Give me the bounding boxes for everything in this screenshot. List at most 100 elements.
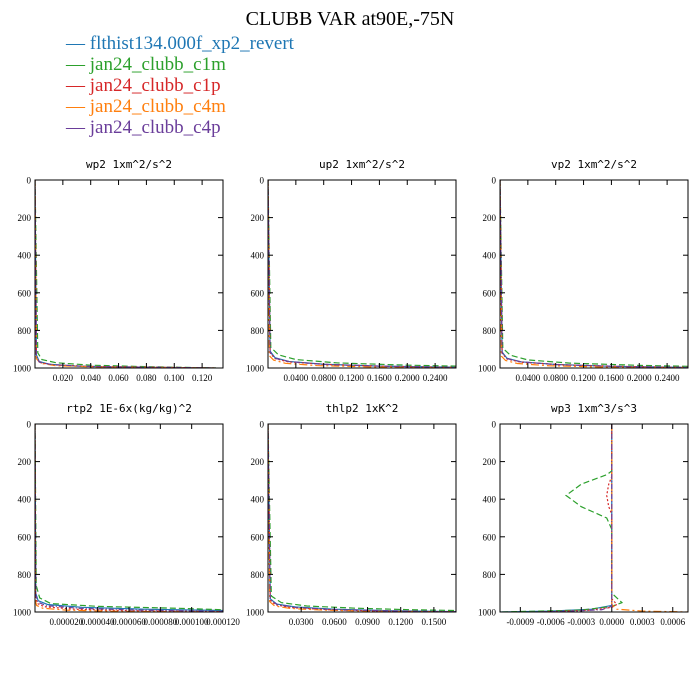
series-line [268,180,456,368]
y-tick-label: 400 [483,251,497,261]
y-tick-label: 1000 [13,608,32,618]
y-tick-label: 0 [492,420,497,430]
y-tick-label: 600 [483,532,497,542]
plot-frame [34,179,224,369]
panel: rtp2 1E-6x(kg/kg)^2 0 200 400 600 800 1000 0.00… [13,402,240,627]
x-tick-label: 0.1200 [339,373,364,383]
x-tick-label: 0.0900 [355,617,380,627]
y-tick-label: 1000 [246,364,265,374]
x-tick-label: 0.0800 [311,373,336,383]
series-line [268,424,456,612]
series-line [500,180,688,368]
x-tick-label: 0.0300 [289,617,314,627]
x-tick-label: 0.080 [136,373,157,383]
y-tick-label: 0 [260,420,265,430]
y-tick-label: 1000 [246,608,265,618]
series-group [268,180,456,368]
series-line [500,424,613,612]
panel: vp2 1xm^2/s^2 0 200 400 600 800 1000 0.0400 0.08… [478,158,689,383]
panel-title: wp2 1xm^2/s^2 [86,158,172,171]
x-tick-label: 0.0400 [283,373,308,383]
series-line [530,424,613,612]
series-line [500,180,688,368]
y-tick-label: 600 [18,532,32,542]
y-tick-label: 200 [251,213,265,223]
y-tick-label: 1000 [13,364,32,374]
series-line [268,180,456,368]
series-line [268,180,456,367]
series-line [35,180,217,368]
series-line [500,424,624,612]
y-tick-label: 600 [251,532,265,542]
x-tick-label: 0.000100 [175,617,209,627]
x-tick-label: 0.1200 [571,373,596,383]
series-line [35,424,223,612]
x-tick-label: 0.0800 [543,373,568,383]
x-tick-label: 0.0600 [322,617,347,627]
y-tick-label: 400 [483,495,497,505]
y-tick-label: 800 [483,326,497,336]
legend-entry: — jan24_clubb_c4p [65,117,221,138]
x-tick-label: 0.120 [192,373,213,383]
legend-entry: — jan24_clubb_c1p [65,75,221,96]
y-tick-label: 800 [18,570,32,580]
x-tick-label: 0.2400 [655,373,680,383]
y-tick-label: 200 [483,457,497,467]
x-tick-label: 0.000020 [49,617,83,627]
legend-entry: — flthist134.000f_xp2_revert [65,33,295,54]
series-line [35,180,217,368]
series-line [35,424,223,612]
x-tick-label: 0.000040 [81,617,115,627]
plot-frame [267,179,457,369]
series-line [268,180,456,368]
y-tick-label: 1000 [478,608,497,618]
x-tick-label: 0.100 [164,373,185,383]
panel-title: rtp2 1E-6x(kg/kg)^2 [66,402,192,415]
x-tick-label: 0.1500 [422,617,447,627]
series-line [500,180,688,368]
series-line [268,424,456,612]
y-tick-label: 400 [251,495,265,505]
series-line [35,180,217,368]
y-tick-label: 0 [492,176,497,186]
y-tick-label: 200 [18,213,32,223]
series-line [540,424,618,612]
series-line [500,180,688,368]
series-line [35,180,217,368]
series-line [268,424,456,612]
panel-title: up2 1xm^2/s^2 [319,158,405,171]
y-tick-label: 800 [483,570,497,580]
y-tick-label: 400 [251,251,265,261]
x-tick-label: 0.040 [81,373,102,383]
series-group [268,424,456,612]
x-tick-label: 0.0400 [515,373,540,383]
legend-entry: — jan24_clubb_c1m [65,54,226,75]
series-line [268,180,456,368]
x-tick-label: 0.000080 [143,617,177,627]
legend-entry: — jan24_clubb_c4m [65,96,226,117]
x-tick-label: -0.0009 [506,617,534,627]
y-tick-label: 0 [260,176,265,186]
series-line [268,424,456,612]
y-tick-label: 1000 [478,364,497,374]
figure-title: CLUBB VAR at90E,-75N [246,8,455,30]
y-tick-label: 400 [18,251,32,261]
series-line [35,424,223,612]
x-tick-label: 0.1200 [388,617,413,627]
y-tick-label: 200 [18,457,32,467]
series-group [35,424,223,612]
y-tick-label: 600 [18,288,32,298]
panel: thlp2 1xK^2 0 200 400 600 800 1000 0.0300 0.0600… [246,402,457,627]
series-group [35,180,217,368]
y-tick-label: 0 [27,420,32,430]
series-line [500,180,688,367]
x-tick-label: 0.0003 [630,617,655,627]
x-tick-label: 0.0006 [660,617,685,627]
y-tick-label: 600 [483,288,497,298]
legend: — flthist134.000f_xp2_revert— jan24_club… [65,33,295,138]
y-tick-label: 200 [251,457,265,467]
series-line [35,424,223,611]
x-tick-label: -0.0003 [567,617,595,627]
series-group [500,424,688,612]
